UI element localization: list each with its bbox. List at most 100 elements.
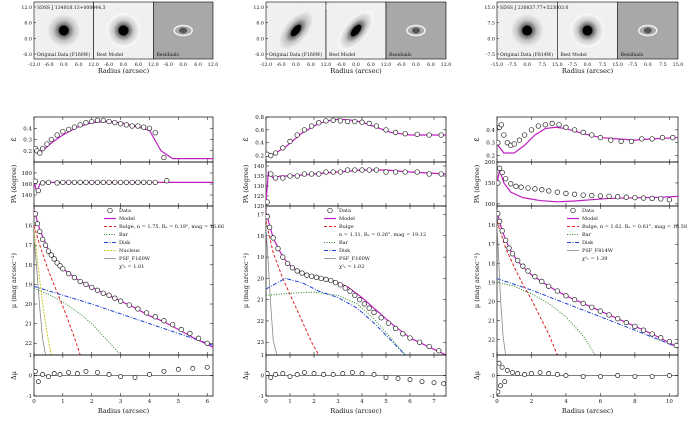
- x-tick-label: 6: [205, 399, 209, 405]
- data-point: [542, 122, 548, 128]
- y-tick-label: 0.8: [255, 115, 264, 121]
- y-tick-label: 20: [25, 302, 32, 308]
- data-point: [34, 220, 41, 227]
- galaxy-core-icon: [58, 25, 69, 36]
- data-point: [146, 179, 153, 186]
- y-axis-title: μ (mag arcsec⁻²): [473, 252, 481, 308]
- residual-point: [106, 372, 112, 377]
- stamp-xtick-label: 0.0: [352, 62, 360, 68]
- x-tick-label: 8: [633, 399, 637, 405]
- residual-ring-icon: [638, 24, 658, 37]
- data-point: [580, 300, 586, 307]
- x-axis-title: Radius (arcsec): [98, 407, 150, 415]
- data-point: [48, 136, 54, 143]
- data-point: [597, 134, 604, 141]
- x-tick-label: 7: [432, 399, 436, 405]
- data-point: [332, 279, 339, 286]
- stamp-xtick-label: -6.0: [336, 62, 345, 68]
- residual-point: [504, 367, 510, 373]
- residual-point: [554, 372, 560, 377]
- data-point: [402, 169, 408, 175]
- data-point: [571, 296, 578, 303]
- data-point: [294, 132, 300, 138]
- legend-entry-label: n = 1.31, Rₑ = 0.26", mag = 19.12: [339, 232, 426, 238]
- component-line-bar: [497, 281, 596, 355]
- y-tick-label: 19: [25, 282, 32, 288]
- data-point: [83, 281, 89, 288]
- data-point: [117, 179, 124, 186]
- stamp-xtick-label: 6.0: [427, 62, 435, 68]
- data-point: [106, 118, 112, 125]
- component-line-psf: [497, 225, 507, 355]
- data-point: [525, 185, 531, 191]
- residual-point: [301, 369, 307, 375]
- data-point: [632, 323, 638, 329]
- residual-point: [175, 366, 181, 372]
- data-point: [597, 308, 604, 314]
- data-point: [318, 275, 324, 282]
- data-point: [89, 118, 95, 125]
- data-point: [65, 270, 72, 277]
- y-tick-label: 140: [254, 164, 265, 170]
- data-point: [658, 335, 664, 341]
- y-tick-label: 130: [254, 184, 265, 190]
- residual-point: [510, 369, 515, 375]
- data-point: [623, 194, 629, 200]
- data-point: [532, 186, 538, 192]
- residual-point: [522, 372, 528, 377]
- model-line: [497, 168, 678, 203]
- data-point: [497, 140, 501, 146]
- data-point: [152, 314, 158, 320]
- y-tick-label: 0.2: [23, 149, 32, 155]
- data-point: [146, 125, 153, 131]
- residual-ring-icon: [406, 24, 426, 37]
- legend-marker-data: [327, 207, 333, 214]
- data-point: [497, 218, 503, 224]
- panel-content-surface_brightness: [497, 210, 678, 355]
- data-point: [268, 152, 274, 159]
- y-axis-title: PA (degree): [10, 164, 18, 203]
- stamp-label: Best Model: [560, 52, 587, 58]
- model-line: [34, 209, 213, 348]
- x-tick-label: 4: [564, 399, 568, 405]
- residual-point: [383, 375, 389, 380]
- data-point: [649, 331, 655, 337]
- data-point: [40, 180, 46, 186]
- data-point: [71, 179, 78, 186]
- model-line: [266, 169, 446, 203]
- residual-point: [371, 372, 377, 377]
- data-point: [35, 187, 41, 194]
- stamp-xtick-label: 7.5: [538, 62, 546, 68]
- data-point: [42, 242, 49, 248]
- data-point: [330, 169, 336, 175]
- panel-content-ellipticity: [34, 117, 213, 161]
- y-tick-label: 140: [22, 193, 33, 199]
- stamp-xtick-label: 0.0: [120, 62, 128, 68]
- data-point: [94, 117, 101, 124]
- stamp-label: Residuals: [156, 52, 179, 58]
- residual-point: [649, 374, 655, 379]
- component-line-bulge: [34, 225, 81, 355]
- y-tick-label: 0.2: [486, 154, 495, 160]
- data-point: [580, 192, 586, 198]
- legend-marker-data: [570, 207, 576, 214]
- stamp-xtick-label: 12.0: [381, 62, 392, 68]
- residual-point: [563, 373, 569, 378]
- data-point: [383, 127, 389, 133]
- stamp-title: SDSS J 230837.77+523003.0: [500, 5, 568, 11]
- data-point: [178, 326, 184, 333]
- y-tick-label: 0.3: [486, 141, 495, 147]
- data-point: [100, 290, 106, 296]
- data-point: [639, 136, 645, 142]
- data-point: [383, 169, 389, 175]
- data-point: [266, 199, 270, 205]
- residual-core-icon: [643, 27, 652, 34]
- data-point: [54, 180, 60, 186]
- stamp-xtick-label: 0.0: [584, 62, 592, 68]
- data-point: [438, 171, 444, 177]
- data-point: [161, 154, 167, 161]
- legend-entry-label: Model: [582, 216, 598, 222]
- data-point: [623, 319, 629, 326]
- data-point: [337, 118, 344, 124]
